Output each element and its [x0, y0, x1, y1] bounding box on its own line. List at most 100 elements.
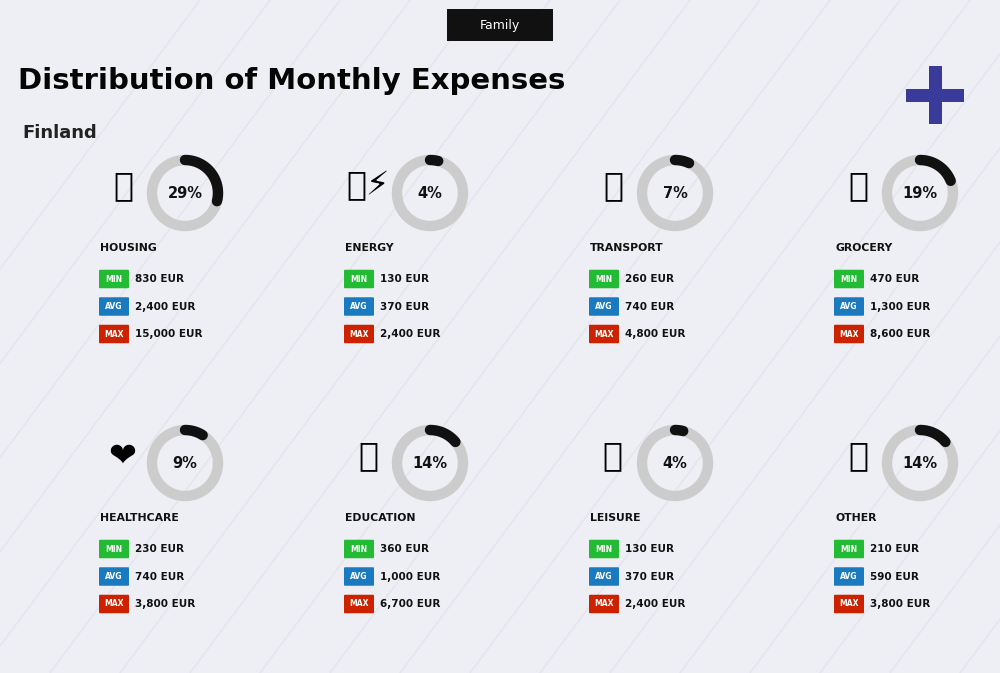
Text: 9%: 9% [173, 456, 197, 470]
Text: 15,000 EUR: 15,000 EUR [135, 329, 202, 339]
Text: 4,800 EUR: 4,800 EUR [625, 329, 685, 339]
Text: 14%: 14% [902, 456, 938, 470]
Text: 8,600 EUR: 8,600 EUR [870, 329, 930, 339]
Text: 470 EUR: 470 EUR [870, 274, 919, 284]
FancyBboxPatch shape [834, 595, 864, 613]
Text: MIN: MIN [350, 275, 368, 283]
Text: AVG: AVG [105, 302, 123, 311]
Text: 🏢: 🏢 [113, 170, 133, 203]
Text: 🛒: 🛒 [848, 170, 868, 203]
Text: EDUCATION: EDUCATION [345, 513, 416, 523]
Text: 29%: 29% [168, 186, 202, 201]
Text: MAX: MAX [104, 600, 124, 608]
Text: 2,400 EUR: 2,400 EUR [380, 329, 440, 339]
Text: AVG: AVG [595, 302, 613, 311]
FancyBboxPatch shape [906, 89, 964, 102]
Text: 19%: 19% [902, 186, 938, 201]
Text: 🛍️: 🛍️ [603, 439, 623, 472]
Text: AVG: AVG [840, 302, 858, 311]
Text: AVG: AVG [595, 572, 613, 581]
Text: 🏠⚡: 🏠⚡ [346, 170, 390, 203]
Text: AVG: AVG [350, 302, 368, 311]
Text: MAX: MAX [594, 600, 614, 608]
Text: HOUSING: HOUSING [100, 243, 157, 253]
FancyBboxPatch shape [344, 270, 374, 288]
Text: 830 EUR: 830 EUR [135, 274, 184, 284]
Text: AVG: AVG [840, 572, 858, 581]
FancyBboxPatch shape [589, 595, 619, 613]
Text: 6,700 EUR: 6,700 EUR [380, 599, 440, 609]
Text: TRANSPORT: TRANSPORT [590, 243, 664, 253]
FancyBboxPatch shape [589, 297, 619, 316]
Text: MAX: MAX [839, 330, 859, 339]
Text: LEISURE: LEISURE [590, 513, 640, 523]
FancyBboxPatch shape [589, 540, 619, 558]
Text: GROCERY: GROCERY [835, 243, 892, 253]
Text: 740 EUR: 740 EUR [135, 571, 184, 581]
Text: 1,000 EUR: 1,000 EUR [380, 571, 440, 581]
Text: 360 EUR: 360 EUR [380, 544, 429, 554]
Text: 590 EUR: 590 EUR [870, 571, 919, 581]
FancyBboxPatch shape [344, 595, 374, 613]
Text: MIN: MIN [595, 275, 613, 283]
Text: MIN: MIN [105, 275, 123, 283]
Text: MIN: MIN [840, 544, 858, 553]
Text: MIN: MIN [595, 544, 613, 553]
FancyBboxPatch shape [589, 567, 619, 586]
Text: Family: Family [480, 18, 520, 32]
FancyBboxPatch shape [99, 270, 129, 288]
Text: HEALTHCARE: HEALTHCARE [100, 513, 179, 523]
FancyBboxPatch shape [834, 297, 864, 316]
Text: 14%: 14% [412, 456, 448, 470]
Text: MAX: MAX [104, 330, 124, 339]
Text: 3,800 EUR: 3,800 EUR [135, 599, 195, 609]
Text: 1,300 EUR: 1,300 EUR [870, 302, 930, 312]
Text: AVG: AVG [350, 572, 368, 581]
Text: 2,400 EUR: 2,400 EUR [625, 599, 685, 609]
Text: MIN: MIN [350, 544, 368, 553]
Text: Finland: Finland [22, 124, 97, 142]
Text: 🚌: 🚌 [603, 170, 623, 203]
FancyBboxPatch shape [589, 270, 619, 288]
FancyBboxPatch shape [344, 325, 374, 343]
FancyBboxPatch shape [589, 325, 619, 343]
Text: MAX: MAX [839, 600, 859, 608]
Text: MIN: MIN [105, 544, 123, 553]
Text: 4%: 4% [418, 186, 442, 201]
Text: ENERGY: ENERGY [345, 243, 394, 253]
FancyBboxPatch shape [834, 270, 864, 288]
Text: 130 EUR: 130 EUR [625, 544, 674, 554]
Text: 3,800 EUR: 3,800 EUR [870, 599, 930, 609]
Text: 2,400 EUR: 2,400 EUR [135, 302, 195, 312]
FancyBboxPatch shape [99, 325, 129, 343]
Text: 🎓: 🎓 [358, 439, 378, 472]
FancyBboxPatch shape [344, 297, 374, 316]
Text: 230 EUR: 230 EUR [135, 544, 184, 554]
FancyBboxPatch shape [928, 66, 942, 124]
Text: MAX: MAX [349, 600, 369, 608]
Text: AVG: AVG [105, 572, 123, 581]
FancyBboxPatch shape [834, 325, 864, 343]
Text: 4%: 4% [663, 456, 687, 470]
Text: 130 EUR: 130 EUR [380, 274, 429, 284]
Text: 7%: 7% [663, 186, 687, 201]
FancyBboxPatch shape [99, 540, 129, 558]
Text: MAX: MAX [594, 330, 614, 339]
FancyBboxPatch shape [447, 9, 552, 41]
Text: OTHER: OTHER [835, 513, 877, 523]
Text: 260 EUR: 260 EUR [625, 274, 674, 284]
FancyBboxPatch shape [344, 567, 374, 586]
Text: ❤️: ❤️ [109, 439, 137, 472]
Text: 370 EUR: 370 EUR [380, 302, 429, 312]
Text: MAX: MAX [349, 330, 369, 339]
Text: MIN: MIN [840, 275, 858, 283]
Text: 740 EUR: 740 EUR [625, 302, 674, 312]
Text: 210 EUR: 210 EUR [870, 544, 919, 554]
Text: 370 EUR: 370 EUR [625, 571, 674, 581]
FancyBboxPatch shape [99, 595, 129, 613]
Text: Distribution of Monthly Expenses: Distribution of Monthly Expenses [18, 67, 565, 95]
FancyBboxPatch shape [99, 567, 129, 586]
FancyBboxPatch shape [344, 540, 374, 558]
FancyBboxPatch shape [99, 297, 129, 316]
FancyBboxPatch shape [834, 540, 864, 558]
